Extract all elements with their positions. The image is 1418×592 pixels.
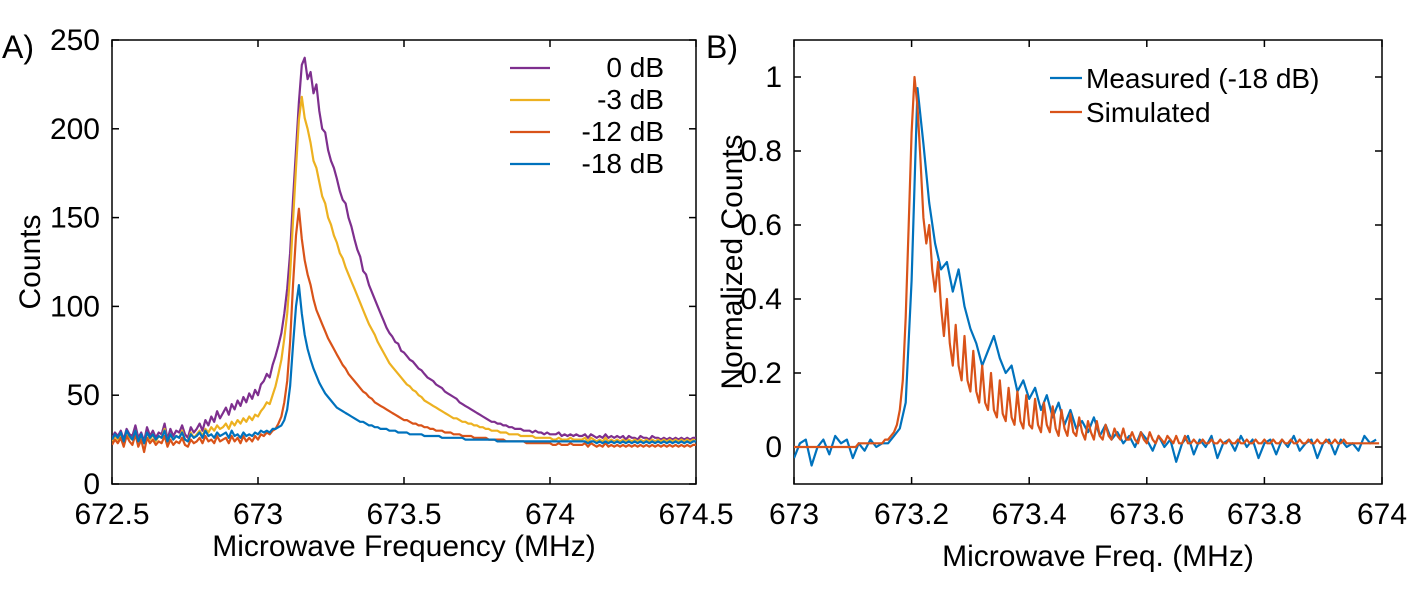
- x-tick-label: 674: [1357, 498, 1407, 531]
- y-tick-label: 0.6: [740, 209, 782, 242]
- x-tick-label: 673.4: [992, 498, 1067, 531]
- legend-label: 0 dB: [606, 52, 664, 83]
- y-tick-label: 200: [50, 113, 100, 146]
- x-tick-label: 673.2: [874, 498, 949, 531]
- y-tick-label: 250: [50, 24, 100, 57]
- y-tick-label: 50: [67, 379, 100, 412]
- legend-label: -18 dB: [582, 148, 665, 179]
- series-line-simulated: [794, 75, 1380, 449]
- x-tick-label: 673.8: [1227, 498, 1302, 531]
- y-tick-label: 0: [765, 431, 782, 464]
- panel-a-x-axis-title: Microwave Frequency (MHz): [212, 530, 595, 563]
- y-tick-label: 0.8: [740, 135, 782, 168]
- panel-a-series: [112, 56, 696, 454]
- y-tick-label: 150: [50, 202, 100, 235]
- legend-label: -12 dB: [582, 116, 665, 147]
- panel-b-series: [794, 75, 1380, 467]
- panel-b-label: B): [706, 29, 738, 65]
- panel-b: B) 673 673.2 673.4 673.6 673.8 674 0 0.2 0.4 0.6 0…: [706, 29, 1407, 573]
- legend-label: Measured (-18 dB): [1086, 63, 1319, 94]
- panel-a-y-axis-title: Counts: [14, 214, 47, 309]
- series-line-measured-18-db-: [794, 87, 1377, 467]
- y-tick-label: 0.4: [740, 283, 782, 316]
- panel-a-label: A): [2, 29, 34, 65]
- series-line-0-db: [112, 56, 696, 443]
- x-tick-label: 674.5: [658, 498, 733, 531]
- series-line--18-db: [112, 284, 696, 445]
- panel-a: A) 672.5 673 673.5 674 674.5050100150200250 …: [2, 24, 734, 563]
- x-tick-label: 674: [525, 498, 575, 531]
- x-tick-label: 673.5: [366, 498, 441, 531]
- panel-a-ticks: 672.5 673 673.5 674 674.5 0 50 100 150 200 250: [50, 24, 734, 531]
- x-tick-label: 672.5: [74, 498, 149, 531]
- panel-a-legend: 0 dB-3 dB-12 dB-18 dB: [510, 52, 664, 179]
- legend-label: Simulated: [1086, 97, 1211, 128]
- panel-b-legend: Measured (-18 dB)Simulated: [1050, 63, 1319, 128]
- x-tick-label: 673: [769, 498, 819, 531]
- y-tick-label: 0: [83, 468, 100, 501]
- x-tick-label: 673.6: [1109, 498, 1184, 531]
- series-line--3-db: [112, 95, 696, 445]
- panel-b-y-axis-title: Normalized Counts: [716, 134, 749, 389]
- series-line--12-db: [112, 207, 696, 454]
- legend-label: -3 dB: [597, 84, 664, 115]
- x-tick-label: 673: [233, 498, 283, 531]
- panel-b-plot-frame: [793, 39, 1383, 485]
- panel-b-ticks: 673 673.2 673.4 673.6 673.8 674 0 0.2 0.4 0.6 0.8 1: [740, 40, 1407, 531]
- panel-b-x-axis-title: Microwave Freq. (MHz): [942, 540, 1254, 573]
- y-tick-label: 100: [50, 290, 100, 323]
- y-tick-label: 1: [765, 61, 782, 94]
- y-tick-label: 0.2: [740, 357, 782, 390]
